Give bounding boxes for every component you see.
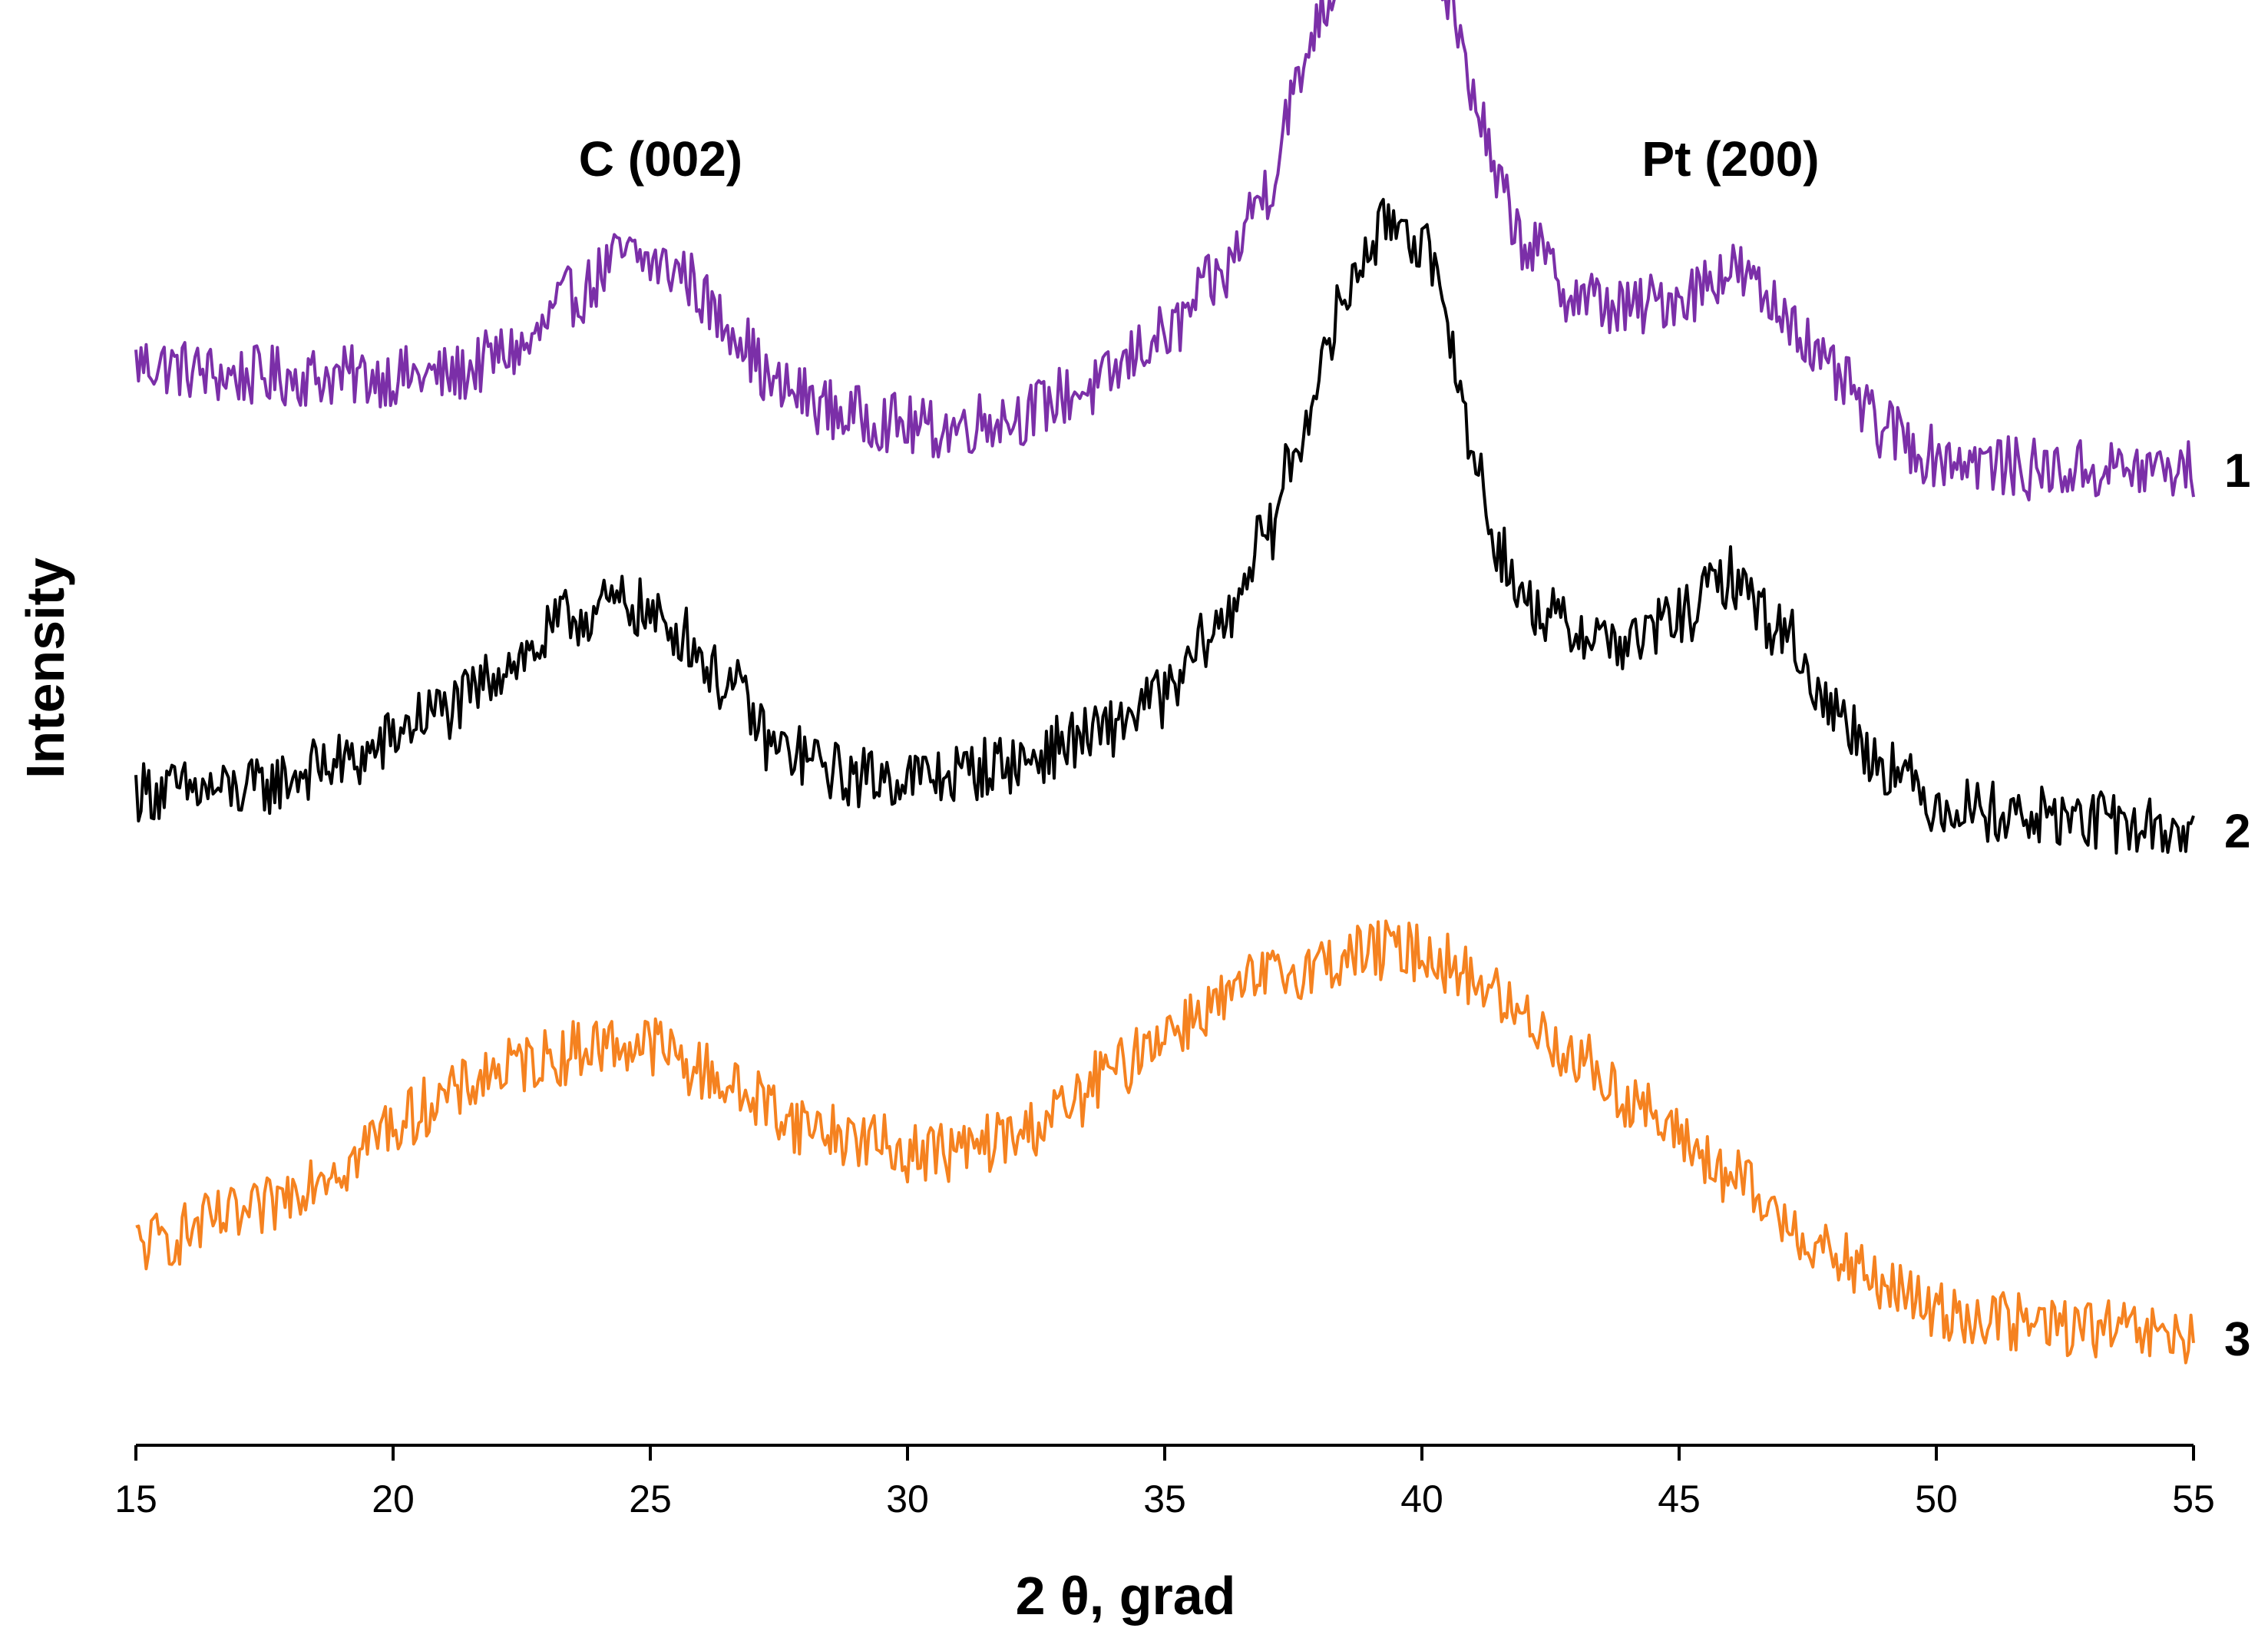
series-1-line xyxy=(134,0,2195,501)
x-tick-label: 20 xyxy=(372,1478,415,1521)
x-axis-title: 2 θ, grad xyxy=(1016,1566,1236,1626)
series-label-1: 1 xyxy=(2224,445,2250,498)
series-label-3: 3 xyxy=(2224,1313,2250,1366)
x-tick-label: 25 xyxy=(629,1478,672,1521)
series-layer xyxy=(134,0,2195,1365)
x-tick-label: 50 xyxy=(1915,1478,1958,1521)
x-tick-label: 30 xyxy=(886,1478,929,1521)
peak-annotations: C (002)Pt (111)Pt (200) xyxy=(579,131,1820,187)
peak-annotation: C (002) xyxy=(579,131,742,187)
series-label-2: 2 xyxy=(2224,806,2250,859)
x-tick-labels: 15 20 25 30 35 40 45 50 55 xyxy=(114,1478,2215,1521)
x-tick-label: 35 xyxy=(1143,1478,1186,1521)
x-tick-label: 40 xyxy=(1400,1478,1443,1521)
x-tick-label: 55 xyxy=(2172,1478,2215,1521)
series-3-line xyxy=(135,919,2195,1365)
x-tick-label: 45 xyxy=(1658,1478,1701,1521)
y-axis-title: Intensity xyxy=(15,558,75,779)
x-ticks xyxy=(134,1445,2195,1461)
peak-annotation: Pt (200) xyxy=(1641,131,1819,187)
series-2-line xyxy=(134,197,2195,855)
series-labels: 1 2 3 xyxy=(2224,445,2250,1366)
x-tick-label: 15 xyxy=(114,1478,157,1521)
